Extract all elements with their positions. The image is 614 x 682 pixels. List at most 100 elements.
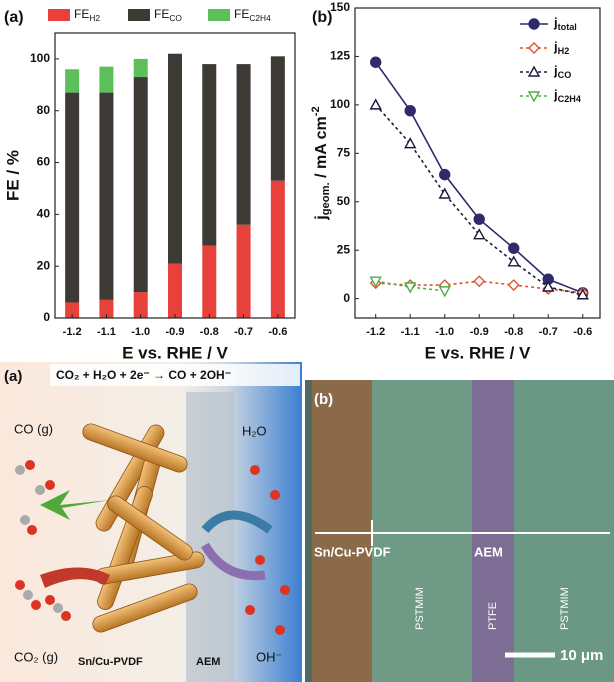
electrode: Sn/Cu-PVDF — [78, 656, 143, 668]
plot-frame — [54, 32, 296, 319]
legend-label: jC2H4 — [553, 87, 582, 104]
legend-label-part: FE — [234, 7, 249, 21]
electrode-layer — [312, 380, 372, 682]
y-tick-label: 40 — [37, 207, 51, 221]
x-tick-label: -0.6 — [268, 326, 287, 338]
reactant: CO₂ (g) — [14, 649, 58, 664]
bar-segment — [168, 263, 182, 318]
bar-segment — [168, 53, 182, 264]
legend-label-part: total — [558, 22, 577, 32]
x-tick-label: -0.8 — [200, 326, 219, 338]
series-line — [375, 104, 583, 296]
point — [369, 98, 382, 110]
point — [438, 187, 451, 199]
pstmim-layer — [372, 380, 472, 682]
y-axis-label-part: geom. — [320, 182, 332, 215]
bar-segment — [65, 92, 80, 303]
point — [473, 228, 486, 240]
layer: PSTMIM — [559, 587, 571, 630]
x-tick-label: -1.0 — [131, 326, 150, 338]
x-tick-label: -0.7 — [234, 326, 253, 338]
series-line — [375, 61, 584, 294]
y-axis-label: FE / % — [3, 150, 22, 201]
arrow-oh — [201, 510, 273, 534]
bar-segment — [65, 69, 80, 93]
bar-segment — [236, 64, 251, 225]
legend-label: FECO — [154, 7, 182, 23]
bar-segment — [99, 92, 114, 300]
point — [507, 279, 520, 292]
bar-segment — [270, 180, 285, 318]
anion: OH⁻ — [256, 649, 282, 664]
point — [370, 56, 382, 68]
legend-label-part: j — [553, 87, 558, 102]
point — [507, 255, 520, 267]
legend-swatch — [48, 9, 70, 21]
layer: PSTMIM — [414, 587, 426, 630]
panel-label: (a) — [4, 368, 22, 385]
x-axis-label: E vs. RHE / V — [425, 343, 531, 362]
bar-segment — [236, 224, 251, 318]
x-tick-label: -0.6 — [573, 326, 592, 338]
point — [404, 282, 417, 294]
ptfe-layer — [472, 380, 514, 682]
point — [542, 280, 555, 292]
y-tick-label: 60 — [37, 155, 51, 169]
bar-segment — [65, 302, 80, 318]
plot-frame — [354, 7, 601, 319]
legend-label-part: j — [553, 63, 558, 78]
charts: (a) FEH2 FECO FEC2H4-1.2 -1.1 -1.0 -0.9 -0.8 -0.… — [3, 0, 601, 362]
point — [473, 213, 485, 225]
y-tick-label: 150 — [330, 0, 350, 14]
bar-segment — [99, 66, 114, 93]
legend-symbol — [527, 65, 541, 77]
bar-segment — [133, 77, 148, 293]
schematic: (a) CO₂ + H₂O + 2e⁻ → CO + 2OH⁻ CO (g) H… — [0, 362, 302, 682]
legend-label-part: CO — [169, 13, 182, 23]
arrow-curve — [201, 542, 266, 581]
reaction-box — [50, 364, 300, 386]
x-tick-label: -1.1 — [97, 326, 116, 338]
x-tick-label: -1.0 — [435, 326, 454, 338]
legend-symbol — [528, 42, 540, 54]
point — [438, 286, 451, 298]
x-tick-label: -1.1 — [401, 326, 420, 338]
bar-segment — [202, 245, 217, 318]
electrode: Sn/Cu-PVDF — [314, 544, 391, 559]
product: CO (g) — [14, 421, 53, 436]
y-tick-label: 125 — [330, 49, 350, 63]
x-tick-label: -0.7 — [539, 326, 558, 338]
panel-label: (a) — [4, 9, 24, 26]
x-axis-label: E vs. RHE / V — [122, 343, 228, 362]
x-tick-label: -0.9 — [166, 326, 185, 338]
arrow-in — [40, 567, 110, 588]
x-tick-label: -0.9 — [470, 326, 489, 338]
point — [439, 168, 451, 181]
x-tick-label: -1.2 — [63, 326, 82, 338]
legend-swatch — [128, 9, 150, 21]
x-tick-label: -1.2 — [366, 326, 385, 338]
panel-label: (b) — [314, 391, 333, 408]
legend-label-part: CO — [558, 70, 572, 80]
legend-symbol — [527, 91, 541, 103]
layer: PTFE — [487, 602, 499, 630]
y-axis-label-part: j — [313, 215, 330, 220]
y-tick-label: 0 — [43, 310, 50, 324]
micrograph: (b) Sn/Cu-PVDF AEM PSTMIM PTFE PSTMIM 10… — [305, 380, 614, 682]
arrow-out — [40, 490, 110, 520]
panel-label: (b) — [312, 9, 332, 26]
point — [404, 104, 416, 117]
legend-label-part: H2 — [558, 46, 570, 56]
y-tick-label: 100 — [30, 51, 50, 65]
legend-label: jH2 — [553, 39, 569, 56]
bar-segment — [99, 299, 114, 318]
bar-segment — [202, 64, 217, 246]
pstmim-layer — [514, 380, 614, 682]
bar-segment — [133, 58, 148, 78]
bar-segment — [133, 292, 148, 318]
legend-label-part: FE — [154, 7, 169, 21]
y-tick-label: 25 — [337, 242, 351, 256]
water: H₂O — [242, 423, 267, 438]
